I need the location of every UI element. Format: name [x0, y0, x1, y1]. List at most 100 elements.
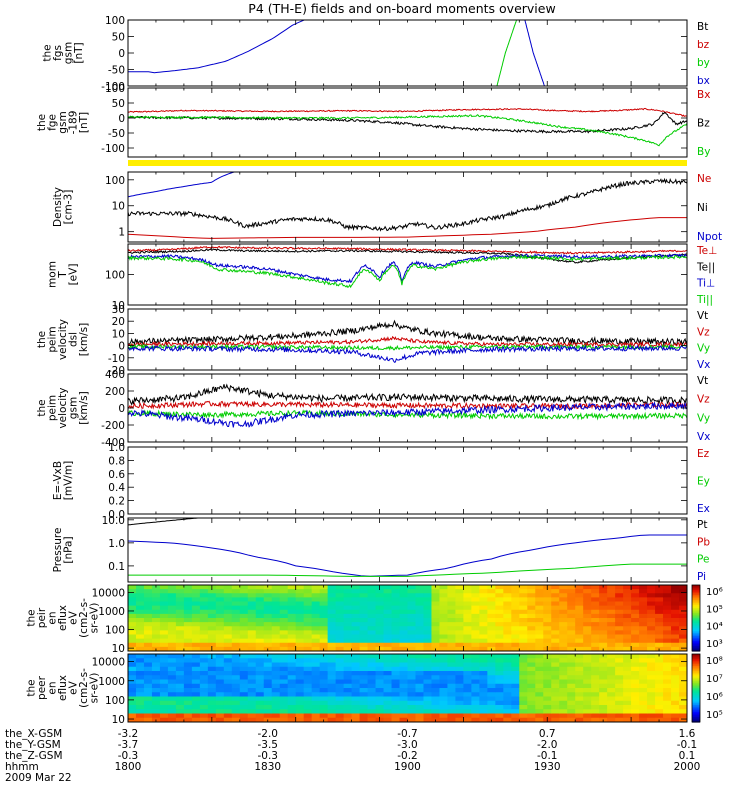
heatmap-cell	[647, 613, 656, 619]
heatmap-cell	[327, 593, 337, 598]
heatmap-cell	[383, 666, 393, 672]
heatmap-cell	[319, 613, 329, 619]
y-axis-label: mom	[47, 261, 59, 288]
heatmap-cell	[607, 597, 616, 603]
heatmap-cell	[143, 618, 153, 623]
heatmap-cell	[327, 589, 337, 594]
heatmap-cell	[559, 679, 568, 685]
heatmap-cell	[623, 646, 632, 651]
heatmap-cell	[639, 642, 648, 648]
heatmap-cell	[583, 709, 592, 715]
heatmap-cell	[623, 613, 632, 619]
heatmap-cell	[407, 589, 417, 594]
heatmap-cell	[527, 666, 536, 672]
heatmap-cell	[303, 658, 313, 664]
heatmap-cell	[623, 589, 632, 594]
heatmap-cell	[183, 601, 193, 607]
heatmap-cell	[655, 597, 664, 603]
heatmap-cell	[639, 700, 648, 706]
heatmap-cell	[615, 609, 624, 615]
heatmap-cell	[503, 705, 512, 710]
heatmap-cell	[303, 688, 313, 693]
heatmap-cell	[671, 683, 680, 689]
heatmap-cell	[415, 692, 425, 698]
heatmap-cell	[183, 692, 193, 698]
heatmap-cell	[287, 638, 297, 644]
heatmap-cell	[271, 609, 281, 615]
heatmap-cell	[583, 618, 592, 623]
heatmap-cell	[471, 593, 480, 598]
heatmap-cell	[303, 593, 313, 598]
heatmap-cell	[439, 622, 449, 627]
heatmap-cell	[527, 709, 536, 715]
heatmap-cell	[311, 713, 321, 719]
ephemeris-row-label: the_Y-GSM	[5, 739, 61, 751]
heatmap-cell	[159, 609, 169, 615]
heatmap-cell	[607, 626, 616, 631]
heatmap-cell	[247, 589, 257, 594]
heatmap-cell	[647, 605, 656, 611]
heatmap-cell	[559, 658, 568, 664]
heatmap-cell	[607, 622, 616, 627]
heatmap-cell	[319, 675, 329, 681]
heatmap-cell	[239, 618, 249, 623]
heatmap-cell	[407, 626, 417, 631]
heatmap-cell	[199, 605, 209, 611]
heatmap-cell	[591, 705, 600, 710]
heatmap-cell	[359, 666, 369, 672]
heatmap-cell	[247, 626, 257, 631]
colorbar-cell	[692, 642, 700, 645]
heatmap-cell	[263, 630, 273, 636]
yellow-status-bar-group	[128, 160, 687, 166]
heatmap-cell	[295, 630, 305, 636]
heatmap-cell	[423, 597, 433, 603]
legend-entry: bz	[697, 39, 710, 51]
series-line-green	[128, 254, 687, 289]
heatmap-cell	[583, 609, 592, 615]
heatmap-cell	[423, 609, 433, 615]
heatmap-cell	[495, 700, 504, 706]
heatmap-cell	[487, 671, 496, 676]
heatmap-cell	[295, 609, 305, 615]
heatmap-cell	[567, 630, 576, 636]
heatmap-cell	[207, 675, 217, 681]
heatmap-cell	[231, 666, 241, 672]
heatmap-cell	[543, 700, 552, 706]
heatmap-cell	[335, 638, 345, 644]
heatmap-cell	[239, 601, 249, 607]
heatmap-cell	[567, 593, 576, 598]
heatmap-cell	[423, 613, 433, 619]
heatmap-cell	[343, 705, 353, 710]
heatmap-cell	[167, 705, 177, 710]
heatmap-cell	[551, 642, 560, 648]
heatmap-cell	[615, 634, 624, 640]
heatmap-cell	[495, 605, 504, 611]
heatmap-cell	[447, 597, 457, 603]
heatmap-cell	[391, 675, 401, 681]
heatmap-cell	[655, 662, 664, 668]
heatmap-cell	[599, 658, 608, 664]
heatmap-cell	[183, 626, 193, 631]
heatmap-cell	[343, 646, 353, 651]
heatmap-cell	[223, 605, 233, 611]
heatmap-cell	[351, 622, 361, 627]
heatmap-cell	[215, 593, 225, 598]
heatmap-cell	[215, 658, 225, 664]
y-tick-label: 0.2	[108, 496, 125, 508]
heatmap-cell	[383, 654, 393, 659]
heatmap-cell	[503, 634, 512, 640]
heatmap-cell	[391, 585, 401, 590]
heatmap-cell	[543, 709, 552, 715]
heatmap-cell	[535, 630, 544, 636]
heatmap-cell	[559, 675, 568, 681]
heatmap-cell	[535, 646, 544, 651]
series-line-red	[128, 107, 687, 118]
heatmap-cell	[591, 618, 600, 623]
series-line-red	[128, 245, 687, 255]
heatmap-cell	[367, 666, 377, 672]
heatmap-cell	[551, 626, 560, 631]
heatmap-cell	[303, 700, 313, 706]
heatmap-cell	[615, 622, 624, 627]
heatmap-cell	[575, 646, 584, 651]
